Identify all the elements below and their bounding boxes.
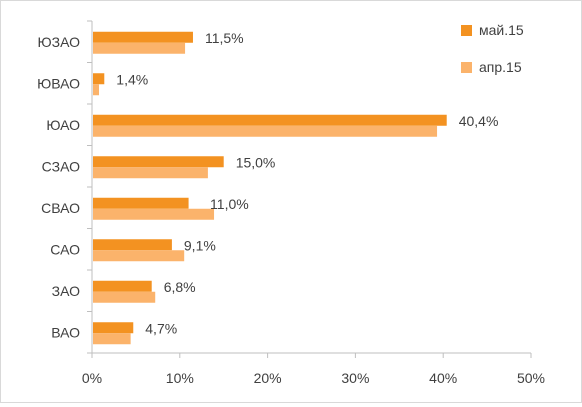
bar-may [93,114,447,126]
data-label: 11,0% [210,196,249,212]
bar-may [93,239,172,251]
legend-label: апр.15 [479,59,522,75]
bar-apr [93,208,215,220]
bar-apr [93,125,438,137]
x-tick-label: 0% [82,370,102,386]
data-label: 40,4% [459,113,499,129]
x-tick-label: 30% [341,370,369,386]
category-label: ВАО [51,324,80,340]
labels: 11,5% 1,4% 40,4% 15,0% 11,0% 9,1% 6,8% 4,7% [116,30,498,337]
x-tick-label: 20% [254,370,282,386]
bar-may [93,31,193,43]
data-label: 11,5% [205,30,244,46]
x-tick-label: 50% [517,370,545,386]
bar-apr [93,84,100,96]
category-label: ЮАО [46,117,80,133]
category-label: САО [50,241,80,257]
category-label: ЗАО [52,283,80,299]
category-label: ЮВАО [37,75,80,91]
category-label: ЮЗАО [37,34,80,50]
bar-may [93,322,134,334]
legend-label: май.15 [479,22,524,38]
x-tick-label: 10% [166,370,194,386]
data-label: 1,4% [116,71,148,87]
bar-apr [93,42,186,54]
bar-apr [93,167,208,179]
category-label: СЗАО [42,158,80,174]
bar-apr [93,291,156,303]
bars [93,31,447,345]
legend-swatch [461,62,472,73]
bar-apr [93,250,185,262]
legend-swatch [461,25,472,36]
bar-may [93,156,224,168]
axes: ЮЗАО ЮВАО ЮАО СЗАО СВАО САО ЗАО ВАО 0% 10% 20% 30% 4… [37,20,545,386]
x-tick-label: 40% [429,370,457,386]
bar-may [93,197,189,209]
legend: май.15 апр.15 [461,22,524,75]
bar-apr [93,333,131,345]
category-label: СВАО [41,200,80,216]
data-label: 9,1% [184,237,216,253]
data-label: 15,0% [236,154,276,170]
bar-may [93,73,105,85]
data-label: 6,8% [164,279,196,295]
bar-may [93,280,152,292]
data-label: 4,7% [145,320,177,336]
